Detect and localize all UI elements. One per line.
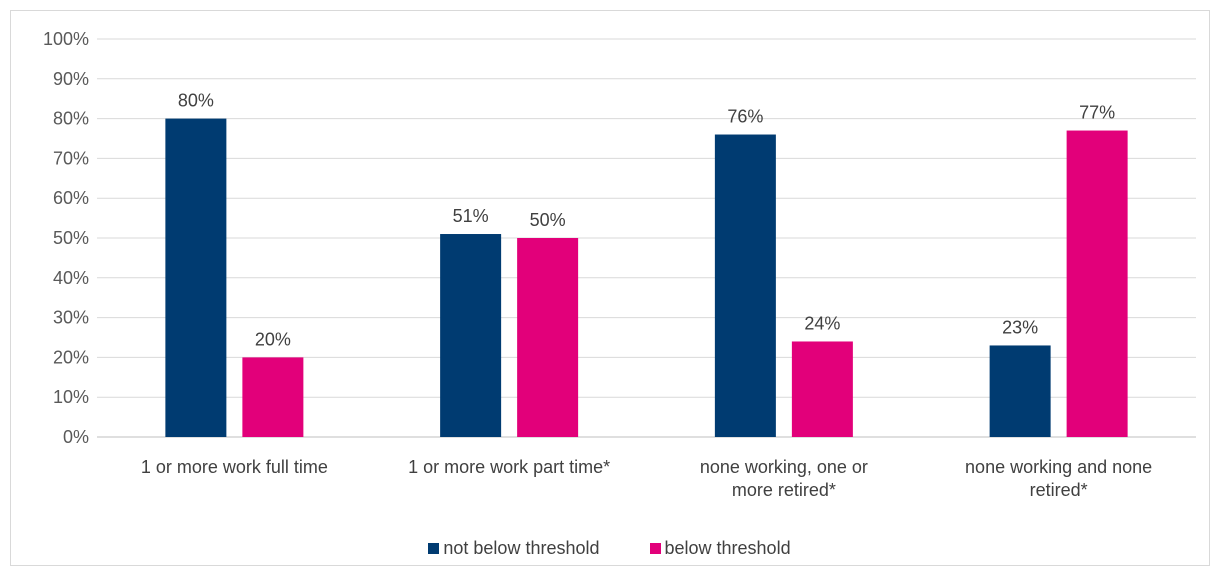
y-tick-label: 80%: [53, 109, 89, 129]
x-category-label: 1 or more work part time*: [408, 457, 610, 477]
data-label: 80%: [178, 91, 214, 111]
x-category-label: 1 or more work full time: [141, 457, 328, 477]
y-tick-label: 50%: [53, 228, 89, 248]
x-category-label: more retired*: [732, 480, 836, 500]
y-tick-label: 100%: [43, 29, 89, 49]
bar: [165, 118, 227, 437]
legend-item-below-threshold: below threshold: [649, 536, 791, 560]
x-category-label: retired*: [1030, 480, 1088, 500]
y-tick-label: 90%: [53, 69, 89, 89]
y-tick-label: 10%: [53, 387, 89, 407]
data-label: 77%: [1079, 103, 1115, 123]
y-tick-label: 60%: [53, 188, 89, 208]
data-label: 50%: [530, 210, 566, 230]
bar: [242, 357, 304, 437]
legend-swatch-below-threshold: [649, 542, 661, 554]
bar: [989, 345, 1051, 437]
x-category-label: none working, one or: [700, 457, 868, 477]
data-label: 51%: [453, 206, 489, 226]
bar: [440, 234, 502, 437]
legend-label-below-threshold: below threshold: [664, 537, 791, 558]
legend-item-not-below-threshold: not below threshold: [428, 536, 600, 560]
legend: not below threshold below threshold: [0, 536, 1219, 560]
x-category-label: none working and none: [965, 457, 1152, 477]
legend-swatch-not-below-threshold: [428, 542, 440, 554]
y-tick-label: 30%: [53, 308, 89, 328]
data-label: 20%: [255, 329, 291, 349]
y-tick-label: 0%: [63, 427, 89, 447]
data-label: 76%: [727, 107, 763, 127]
y-tick-label: 70%: [53, 148, 89, 168]
bar: [517, 238, 579, 437]
bar: [791, 341, 853, 437]
data-label: 24%: [804, 313, 840, 333]
bar: [1066, 130, 1128, 438]
bar: [714, 134, 776, 437]
data-label: 23%: [1002, 317, 1038, 337]
legend-label-not-below-threshold: not below threshold: [443, 537, 600, 558]
y-tick-label: 20%: [53, 347, 89, 367]
y-tick-label: 40%: [53, 268, 89, 288]
